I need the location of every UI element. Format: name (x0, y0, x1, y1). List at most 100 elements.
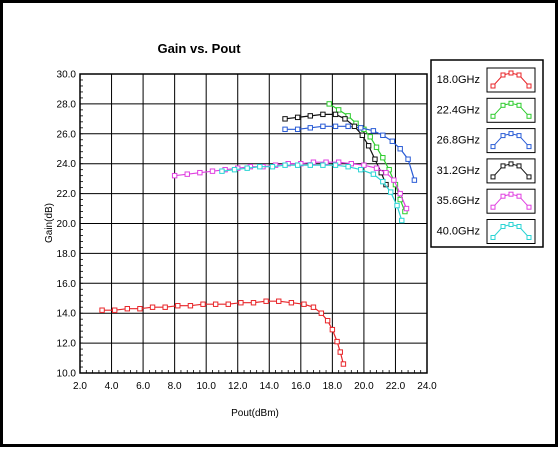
data-point (99, 307, 105, 313)
x-tick-label: 2.0 (73, 381, 87, 392)
y-tick-label: 16.0 (57, 279, 77, 290)
data-point (257, 163, 263, 170)
series-26.8GHz (282, 123, 418, 183)
data-point (335, 159, 342, 165)
x-tick-label: 4.0 (105, 381, 119, 392)
legend-label: 31.2GHz (437, 165, 480, 177)
x-tick-label: 6.0 (136, 381, 150, 392)
series-18.0GHz (99, 298, 347, 367)
data-point (310, 304, 317, 310)
data-point (332, 123, 339, 130)
data-point (171, 172, 178, 179)
data-point (219, 168, 225, 174)
data-point (225, 301, 231, 307)
legend-marker (500, 133, 506, 139)
data-point (307, 162, 313, 168)
legend-marker (500, 163, 506, 169)
data-point (137, 306, 143, 312)
legend-marker (500, 224, 506, 229)
data-point (337, 349, 343, 355)
legend-marker (516, 163, 522, 169)
legend-marker (508, 191, 514, 197)
data-point (403, 205, 410, 212)
data-point (238, 300, 244, 306)
y-tick-label: 10.0 (57, 369, 77, 380)
legend-label: 40.0GHz (437, 226, 480, 238)
legend-marker (516, 72, 522, 78)
legend-marker (508, 222, 514, 227)
data-point (244, 165, 250, 171)
y-tick-label: 22.0 (57, 189, 77, 200)
data-point (294, 162, 301, 168)
legend-label: 35.6GHz (437, 195, 480, 207)
y-tick-label: 28.0 (57, 99, 77, 110)
data-point (200, 301, 206, 307)
data-point (372, 156, 378, 162)
data-point (388, 189, 394, 195)
data-point (335, 107, 342, 113)
chart-title: Gain vs. Pout (157, 41, 241, 56)
data-point (288, 300, 295, 306)
data-point (184, 171, 190, 177)
data-point (358, 166, 364, 173)
y-tick-label: 30.0 (57, 70, 77, 81)
data-point (162, 304, 168, 310)
x-tick-label: 18.0 (323, 381, 343, 392)
x-tick-label: 20.0 (354, 381, 374, 392)
x-tick-label: 24.0 (417, 381, 437, 392)
y-axis-label: Gain(dB) (44, 203, 55, 243)
data-point (345, 163, 351, 170)
series-35.6GHz (171, 159, 410, 212)
data-point (332, 111, 339, 118)
data-point (340, 361, 347, 367)
x-tick-label: 10.0 (196, 381, 216, 392)
data-point (307, 113, 313, 119)
legend-marker (500, 102, 506, 108)
legend-marker (516, 224, 522, 229)
data-point (389, 138, 396, 144)
data-point (263, 298, 269, 304)
legend-marker (500, 193, 506, 199)
series-line (328, 103, 406, 212)
data-point (320, 162, 326, 168)
data-point (197, 169, 203, 176)
legend-marker (526, 235, 532, 240)
legend-marker (508, 100, 514, 106)
data-point (209, 168, 216, 174)
data-point (212, 301, 219, 307)
legend-marker (490, 144, 496, 150)
data-point (320, 123, 326, 130)
legend-label: 26.8GHz (437, 135, 480, 147)
data-point (318, 310, 325, 316)
data-point (367, 134, 373, 140)
y-tick-label: 14.0 (57, 309, 77, 320)
data-point (332, 162, 339, 168)
legend-marker (508, 161, 514, 167)
data-point (329, 326, 336, 333)
data-point (149, 304, 156, 310)
data-point (294, 126, 301, 133)
data-point (231, 166, 238, 173)
legend-marker (508, 131, 514, 137)
plot-border (79, 73, 428, 374)
y-tick-label: 12.0 (57, 339, 77, 350)
legend-marker (526, 113, 532, 119)
data-point (323, 159, 329, 165)
data-point (411, 177, 418, 183)
data-point (386, 166, 392, 173)
data-point (282, 162, 288, 168)
data-point (334, 338, 340, 345)
legend-marker (516, 102, 522, 108)
x-tick-label: 8.0 (168, 381, 182, 392)
data-point (373, 144, 380, 150)
y-tick-labels: 10.0 12.0 14.0 16.0 18.0 20.0 22.0 24.0 26.0 28.0… (57, 70, 77, 380)
legend-marker (490, 83, 496, 89)
data-point (399, 217, 405, 224)
x-tick-label: 14.0 (260, 381, 280, 392)
series-40.0GHz (219, 162, 405, 224)
data-point (380, 132, 386, 138)
y-tick-label: 24.0 (57, 159, 77, 170)
data-point (320, 111, 326, 118)
legend-marker (516, 193, 522, 199)
